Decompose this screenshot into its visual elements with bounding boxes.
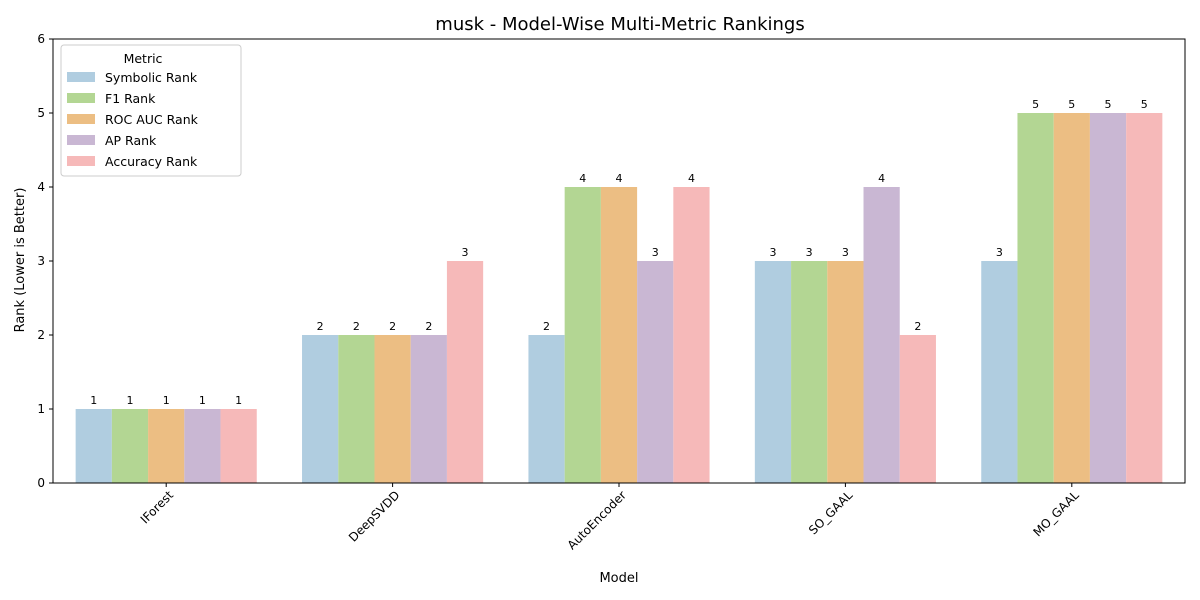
bar xyxy=(338,335,375,483)
bar xyxy=(1017,113,1054,483)
legend-entry: AP Rank xyxy=(105,133,157,148)
bar xyxy=(1053,113,1090,483)
bar xyxy=(111,409,149,483)
data-label: 3 xyxy=(462,246,469,259)
y-tick-label: 2 xyxy=(37,328,45,342)
bar xyxy=(75,409,112,483)
bar xyxy=(673,187,710,483)
legend-entry: Symbolic Rank xyxy=(105,70,198,85)
data-label: 2 xyxy=(317,320,324,333)
bar xyxy=(148,409,185,483)
legend: Metric Symbolic Rank F1 Rank ROC AUC Rank AP… xyxy=(60,44,242,177)
data-label: 3 xyxy=(652,246,659,259)
bar xyxy=(410,335,447,483)
data-label: 4 xyxy=(688,172,695,185)
bar xyxy=(754,261,792,483)
data-label: 2 xyxy=(543,320,550,333)
data-label: 1 xyxy=(235,394,242,407)
bars-group xyxy=(75,113,1163,483)
data-label: 5 xyxy=(1141,98,1148,111)
data-label: 2 xyxy=(914,320,921,333)
data-label: 4 xyxy=(579,172,586,185)
bar xyxy=(564,187,601,483)
data-label: 2 xyxy=(389,320,396,333)
legend-box xyxy=(60,44,242,177)
chart-title: musk - Model-Wise Multi-Metric Rankings xyxy=(435,14,804,35)
data-label: 1 xyxy=(90,394,97,407)
x-tick-label: IForest xyxy=(138,488,177,527)
bar xyxy=(827,261,864,483)
bar xyxy=(184,409,221,483)
bar xyxy=(1126,113,1163,483)
data-label: 1 xyxy=(163,394,170,407)
legend-entry: F1 Rank xyxy=(105,91,156,106)
bar xyxy=(1089,113,1127,483)
y-tick-label: 5 xyxy=(37,106,45,120)
bar xyxy=(374,335,411,483)
bar xyxy=(302,335,339,483)
bar xyxy=(791,261,828,483)
legend-title: Metric xyxy=(124,51,163,66)
bar xyxy=(220,409,257,483)
bar xyxy=(528,335,565,483)
legend-entry: ROC AUC Rank xyxy=(105,112,199,127)
y-tick-label: 1 xyxy=(37,402,45,416)
data-label: 2 xyxy=(425,320,432,333)
bar xyxy=(981,261,1018,483)
y-tick-label: 0 xyxy=(37,476,45,490)
legend-swatch xyxy=(67,93,95,103)
data-label: 4 xyxy=(616,172,623,185)
data-label: 3 xyxy=(842,246,849,259)
legend-swatch xyxy=(67,72,95,82)
data-label: 2 xyxy=(353,320,360,333)
data-label: 1 xyxy=(126,394,133,407)
legend-swatch xyxy=(67,135,95,145)
data-label: 1 xyxy=(199,394,206,407)
bar xyxy=(600,187,638,483)
x-tick-label: AutoEncoder xyxy=(565,488,629,552)
legend-swatch xyxy=(67,156,95,166)
legend-entry: Accuracy Rank xyxy=(105,154,198,169)
y-tick-label: 6 xyxy=(37,32,45,46)
bar xyxy=(899,335,936,483)
x-axis-label: Model xyxy=(599,571,638,586)
data-labels-group: 1 2 2 3 3 1 2 4 3 5 1 2 4 3 5 1 2 3 4 5 1 3 4 2 5 xyxy=(90,98,1147,407)
x-tick-label: SO_GAAL xyxy=(806,488,856,538)
bar xyxy=(446,261,484,483)
data-label: 3 xyxy=(806,246,813,259)
data-label: 3 xyxy=(769,246,776,259)
y-tick-label: 3 xyxy=(37,254,45,268)
y-axis-label: Rank (Lower is Better) xyxy=(13,188,28,333)
bar xyxy=(637,261,674,483)
data-label: 3 xyxy=(996,246,1003,259)
bar xyxy=(863,187,900,483)
data-label: 5 xyxy=(1105,98,1112,111)
data-label: 4 xyxy=(878,172,885,185)
x-tick-label: DeepSVDD xyxy=(346,488,403,545)
data-label: 5 xyxy=(1068,98,1075,111)
legend-swatch xyxy=(67,114,95,124)
x-tick-label: MO_GAAL xyxy=(1030,488,1082,540)
y-tick-label: 4 xyxy=(37,180,45,194)
data-label: 5 xyxy=(1032,98,1039,111)
